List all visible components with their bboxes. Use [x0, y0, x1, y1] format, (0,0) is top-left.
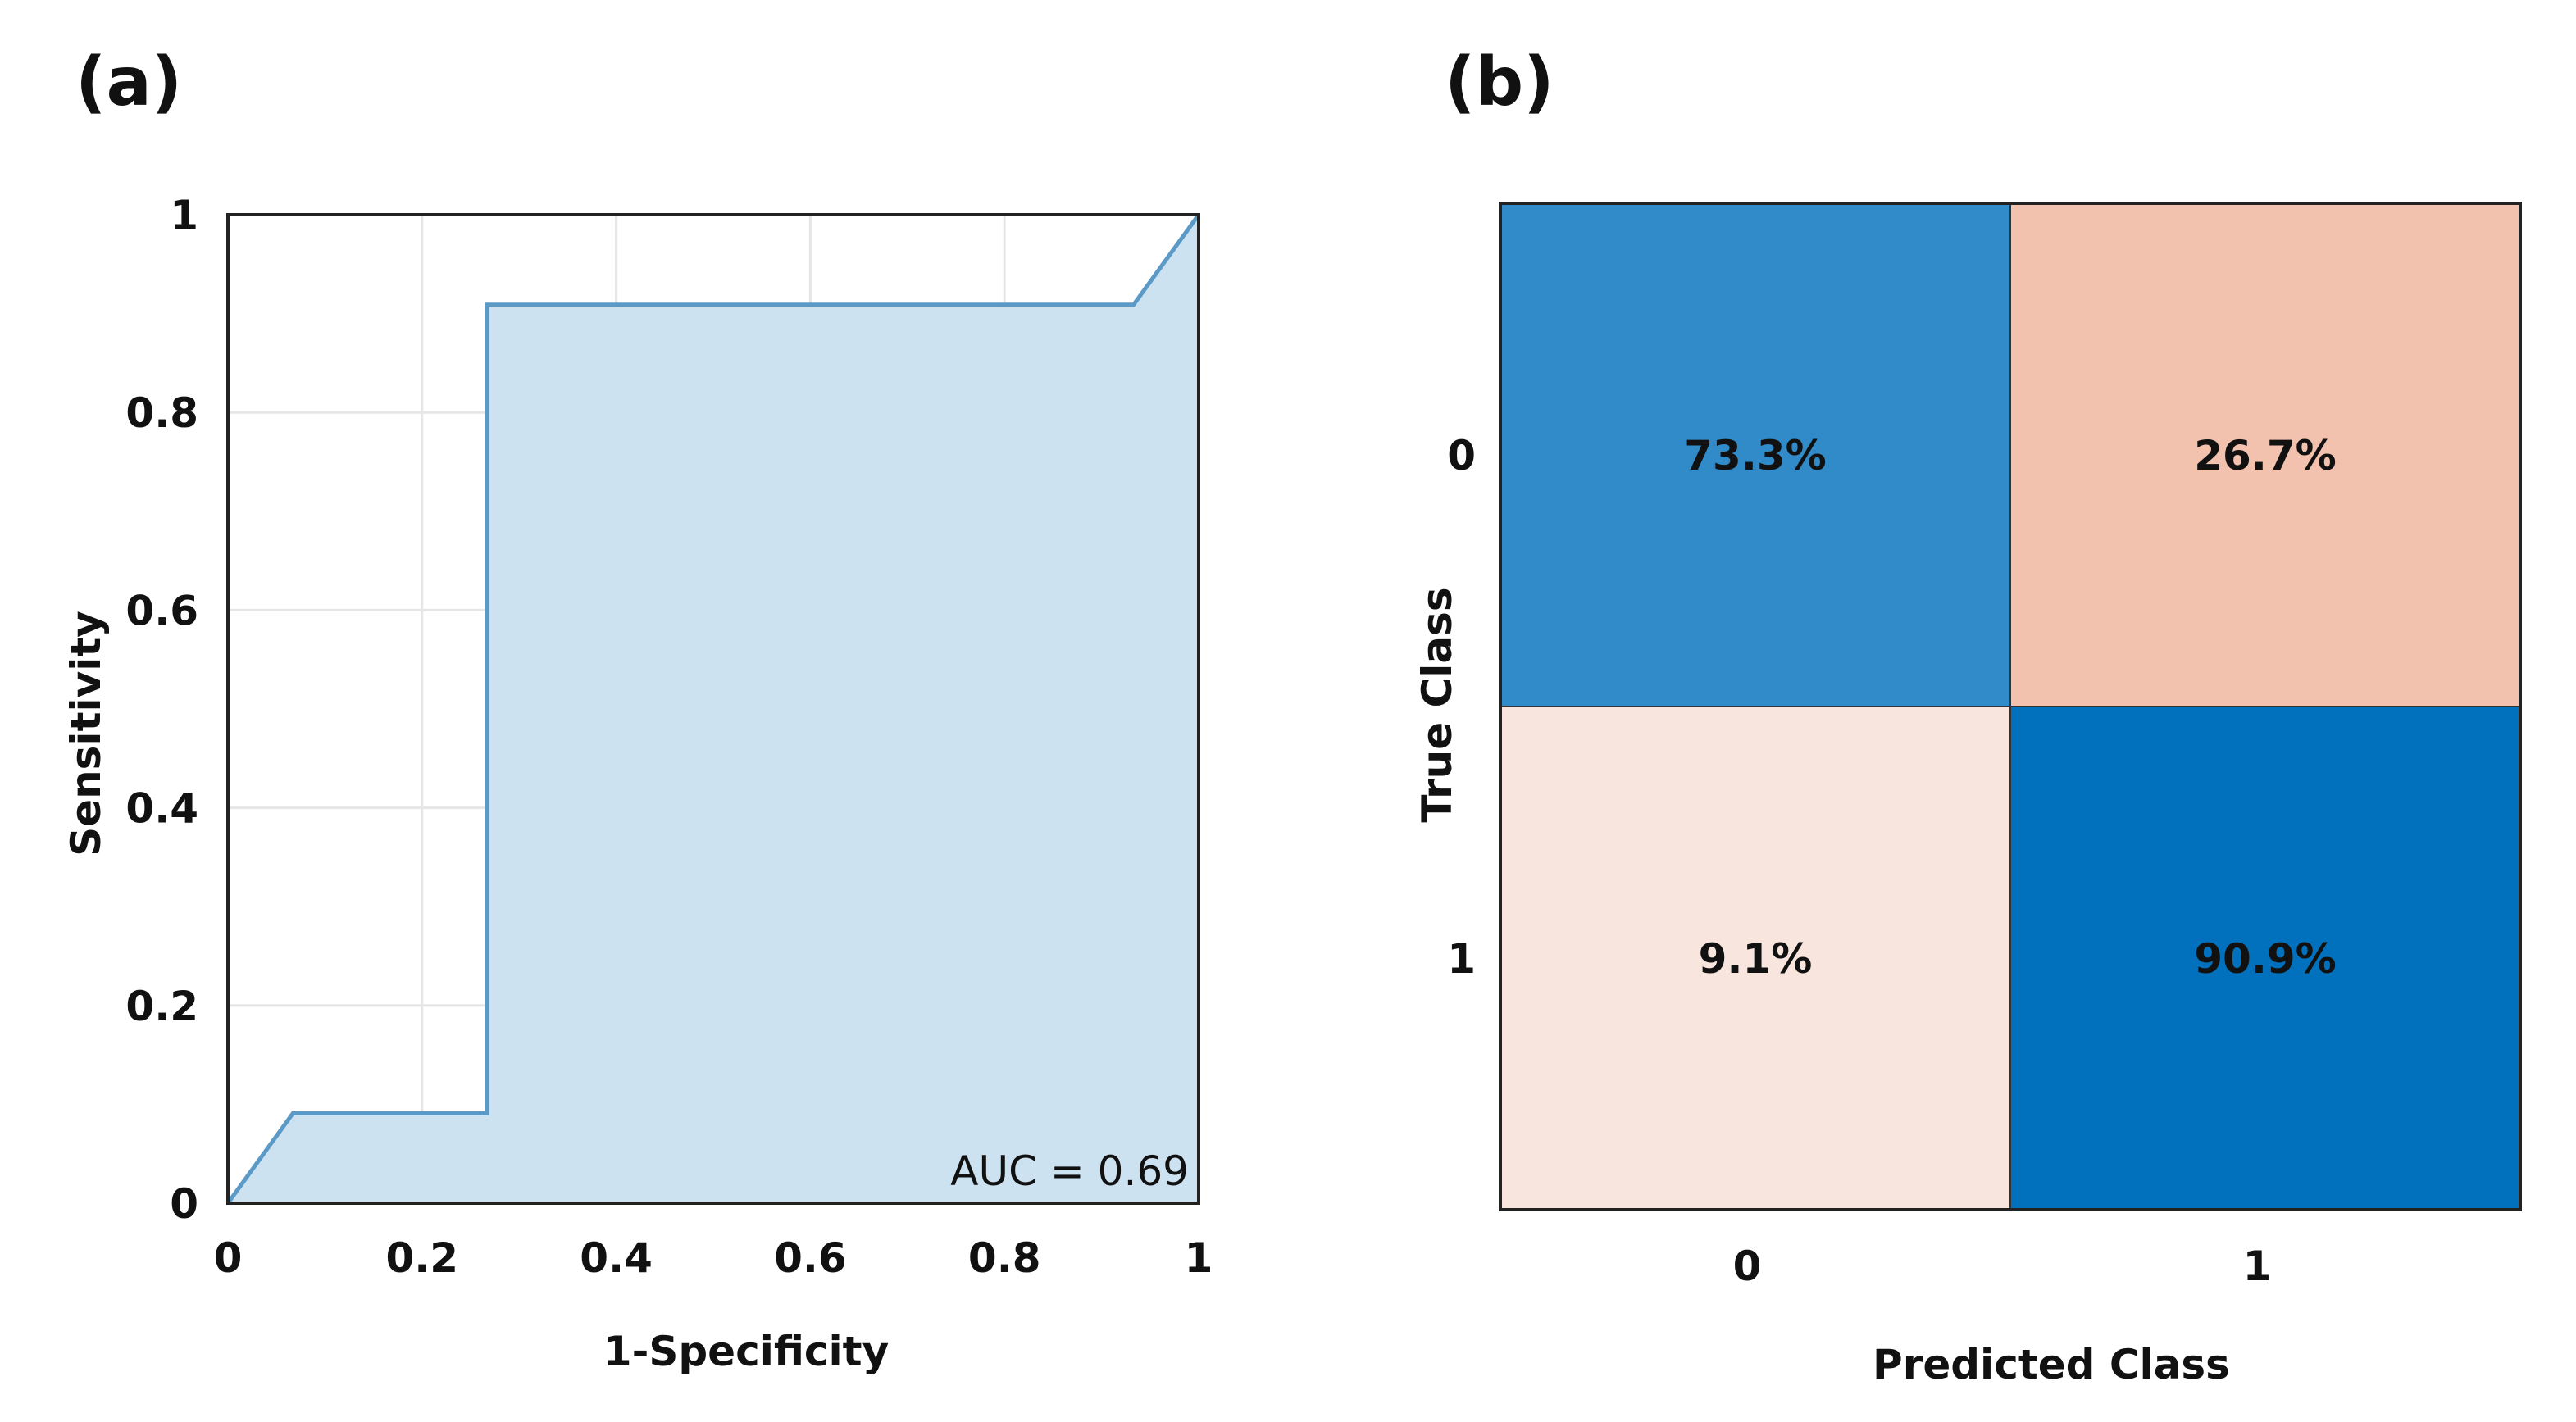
matrix-cell-label: 9.1% [1699, 935, 1813, 983]
roc-x-ticks: 0 0.2 0.4 0.6 0.8 1 [214, 1234, 1213, 1282]
matrix-cell [2009, 202, 2521, 707]
x-tick-label: 0.4 [580, 1234, 653, 1282]
y-tick-label: 0.8 [125, 389, 198, 437]
confusion-matrix-frame [1499, 202, 2522, 1211]
roc-y-axis-title: Sensitivity [62, 611, 110, 856]
y-category-label: 0 [1447, 432, 1476, 479]
x-tick-label: 0.2 [386, 1234, 459, 1282]
y-tick-label: 0.6 [125, 587, 198, 634]
matrix-cell-label: 73.3% [1684, 432, 1826, 479]
panel-label-a: (a) [75, 43, 182, 121]
x-category-label: 1 [2243, 1243, 2272, 1290]
y-tick-label: 0.4 [125, 785, 198, 833]
roc-chart: 0 0.2 0.4 0.6 0.8 1 0 0.2 0.4 0.6 0.8 1 1-Specific… [62, 192, 1213, 1375]
cm-y-axis-title: True Class [1413, 587, 1461, 822]
x-tick-label: 0.8 [968, 1234, 1041, 1282]
matrix-cell-label: 26.7% [2194, 432, 2336, 479]
auc-annotation: AUC = 0.69 [950, 1147, 1189, 1195]
panel-label-b: (b) [1445, 43, 1554, 121]
x-category-label: 0 [1733, 1243, 1762, 1290]
x-tick-label: 0 [214, 1234, 243, 1282]
roc-area [228, 215, 1199, 1203]
y-tick-label: 0 [170, 1180, 198, 1228]
y-tick-label: 0.2 [125, 983, 198, 1030]
y-category-label: 1 [1447, 935, 1476, 983]
roc-curve [225, 213, 1201, 1205]
y-tick-label: 1 [170, 192, 198, 239]
roc-y-ticks: 0 0.2 0.4 0.6 0.8 1 [125, 192, 198, 1228]
matrix-cell [2009, 706, 2521, 1211]
roc-x-axis-title: 1-Specificity [603, 1328, 889, 1375]
x-tick-label: 1 [1185, 1234, 1213, 1282]
cm-y-ticks: 01 [1447, 432, 1476, 983]
confusion-matrix-cells [1500, 202, 2521, 1211]
matrix-cell [1500, 202, 2011, 707]
matrix-cell-label: 90.9% [2194, 935, 2336, 983]
x-tick-label: 0.6 [774, 1234, 847, 1282]
roc-plot-frame [226, 213, 1200, 1205]
confusion-matrix-cell-labels: 73.3% 26.7% 9.1% 90.9% [1684, 432, 2336, 983]
cm-x-axis-title: Predicted Class [1873, 1341, 2230, 1388]
matrix-cell [1500, 706, 2011, 1211]
